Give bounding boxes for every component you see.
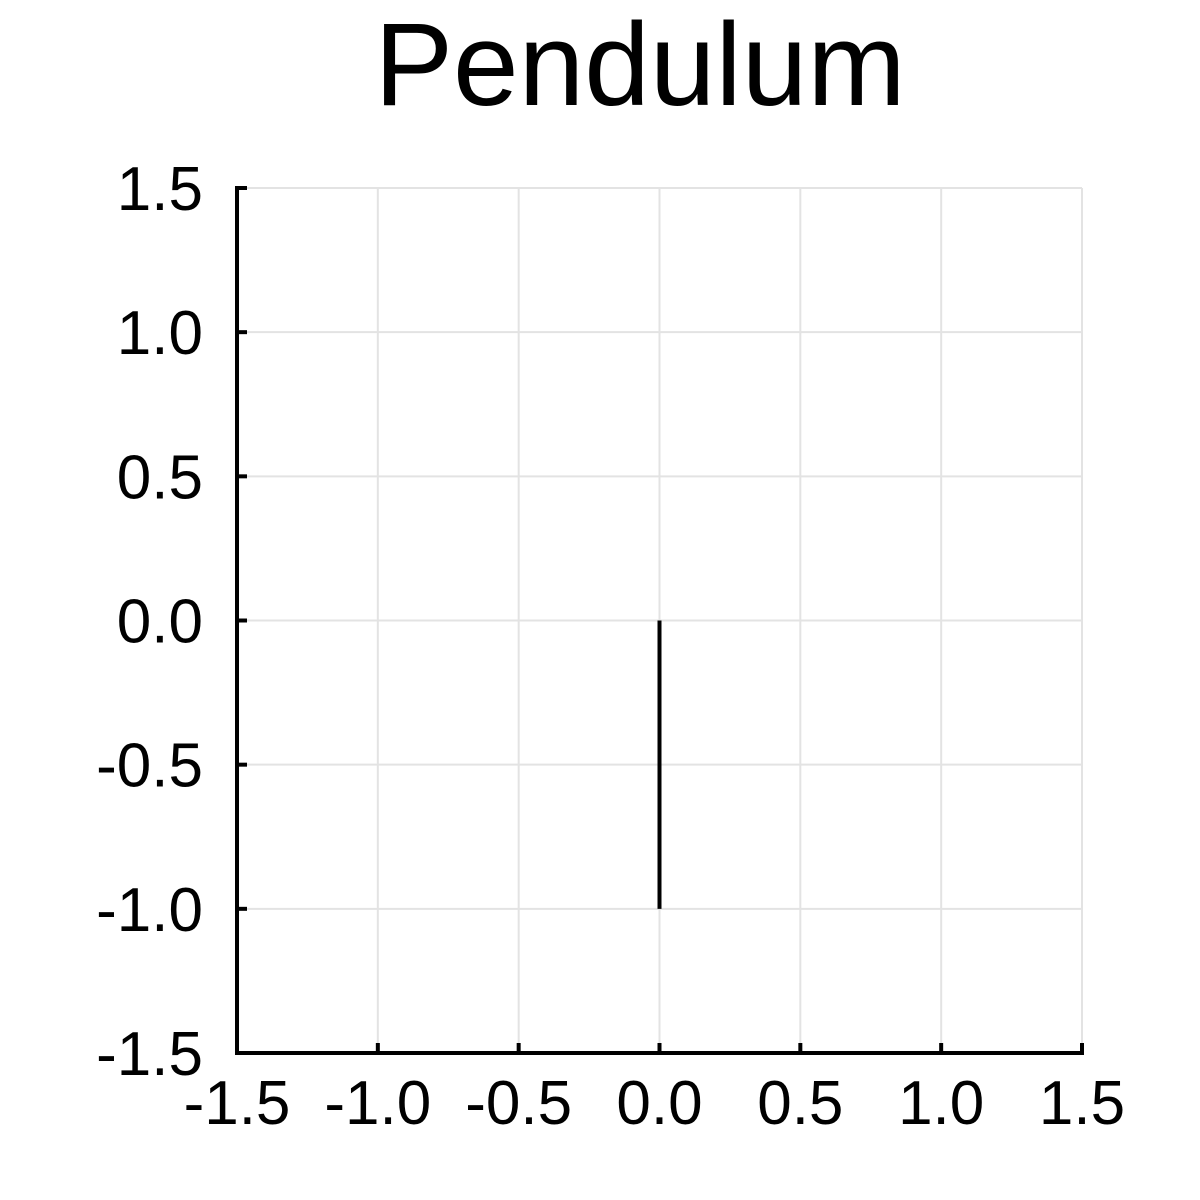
y-tick-label-5: 1.0 <box>117 299 203 368</box>
x-tick-label-4: 0.5 <box>757 1069 843 1138</box>
x-tick-label-1: -1.0 <box>324 1069 431 1138</box>
x-tick-label-2: -0.5 <box>465 1069 572 1138</box>
x-tick-label-0: -1.5 <box>184 1069 291 1138</box>
grid-lines <box>236 187 1083 1054</box>
y-tick-label-4: 0.5 <box>117 443 203 512</box>
y-tick-label-0: -1.5 <box>96 1020 203 1089</box>
y-tick-label-2: -0.5 <box>96 732 203 801</box>
x-tick-label-3: 0.0 <box>616 1069 702 1138</box>
x-tick-label-5: 1.0 <box>898 1069 984 1138</box>
ticks: -1.5 -1.0 -0.5 0.0 0.5 1.0 1.5 -1.5 -1.0 -0.5 0.0 0… <box>96 155 1125 1138</box>
x-tick-label-6: 1.5 <box>1039 1069 1125 1138</box>
y-tick-label-6: 1.5 <box>117 155 203 224</box>
chart-title: Pendulum <box>374 0 905 131</box>
y-tick-label-1: -1.0 <box>96 876 203 945</box>
y-tick-label-3: 0.0 <box>117 588 203 657</box>
